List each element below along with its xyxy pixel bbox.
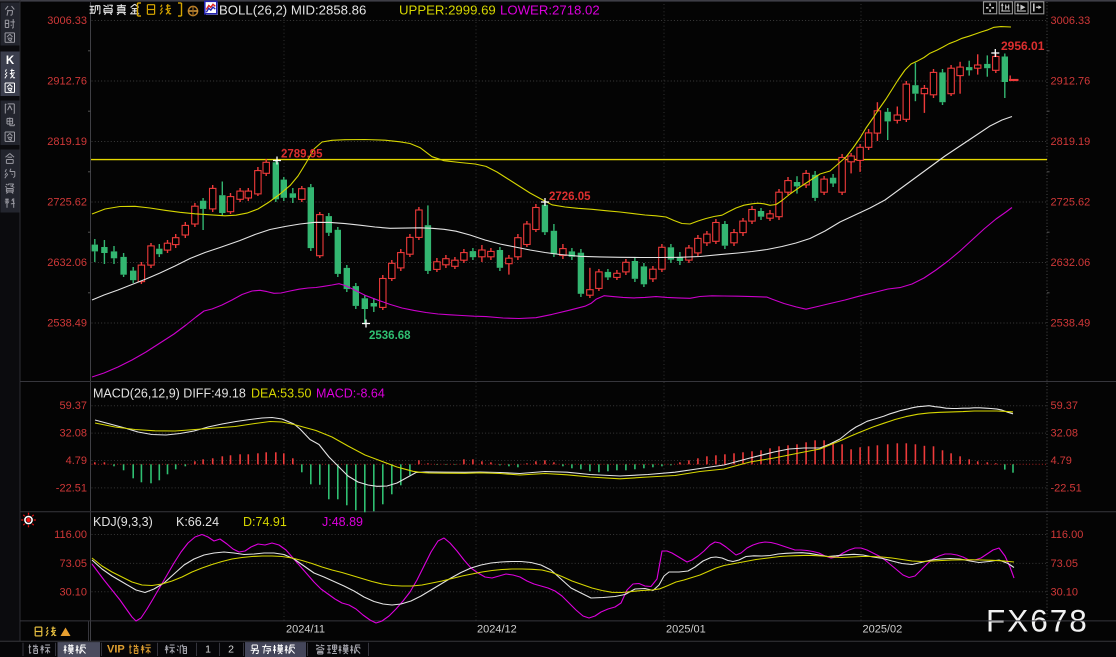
svg-text:2726.05: 2726.05	[549, 191, 591, 203]
svg-text:K: K	[6, 55, 15, 67]
svg-text:MACD:-8.64: MACD:-8.64	[316, 387, 385, 401]
svg-text:2956.01: 2956.01	[1001, 39, 1045, 53]
svg-text:KDJ(9,3,3): KDJ(9,3,3)	[93, 515, 153, 529]
svg-text:2536.68: 2536.68	[369, 330, 411, 342]
svg-text:2725.62: 2725.62	[47, 197, 87, 209]
svg-text:K:66.24: K:66.24	[176, 515, 219, 529]
svg-text:2538.49: 2538.49	[47, 318, 87, 330]
svg-text:73.05: 73.05	[59, 558, 87, 570]
svg-text:2: 2	[228, 644, 234, 656]
svg-text:2632.06: 2632.06	[1051, 257, 1091, 269]
svg-text:BOLL(26,2) MID:2858.86: BOLL(26,2) MID:2858.86	[219, 3, 366, 18]
svg-text:59.37: 59.37	[59, 400, 87, 412]
svg-text:3006.33: 3006.33	[1051, 15, 1091, 27]
svg-text:59.37: 59.37	[1051, 400, 1079, 412]
svg-text:J:48.89: J:48.89	[322, 515, 363, 529]
svg-text:116.00: 116.00	[54, 529, 87, 541]
svg-text:73.05: 73.05	[1051, 558, 1079, 570]
svg-text:-22.51: -22.51	[56, 482, 87, 494]
svg-text:D:74.91: D:74.91	[243, 515, 287, 529]
svg-text:3006.33: 3006.33	[47, 15, 87, 27]
svg-text:2024/12: 2024/12	[477, 624, 517, 636]
svg-text:1: 1	[205, 644, 211, 656]
svg-text:2538.49: 2538.49	[1051, 318, 1091, 330]
svg-text:32.08: 32.08	[59, 428, 87, 440]
svg-text:MACD(26,12,9) DIFF:49.18: MACD(26,12,9) DIFF:49.18	[93, 387, 246, 401]
svg-text:116.00: 116.00	[1051, 529, 1084, 541]
svg-text:VIP: VIP	[107, 644, 125, 656]
svg-text:2025/02: 2025/02	[863, 624, 903, 636]
svg-text:2789.95: 2789.95	[281, 149, 323, 161]
svg-text:30.10: 30.10	[59, 586, 87, 598]
svg-text:2025/01: 2025/01	[666, 624, 706, 636]
svg-text:LOWER:2718.02: LOWER:2718.02	[500, 3, 600, 18]
svg-text:32.08: 32.08	[1051, 428, 1079, 440]
svg-text:2024/11: 2024/11	[286, 624, 325, 636]
svg-text:4.79: 4.79	[66, 455, 87, 467]
svg-text:-22.51: -22.51	[1051, 482, 1082, 494]
svg-text:4.79: 4.79	[1051, 455, 1072, 467]
svg-text:DEA:53.50: DEA:53.50	[251, 387, 312, 401]
svg-text:30.10: 30.10	[1051, 586, 1079, 598]
svg-text:2912.76: 2912.76	[47, 76, 87, 88]
svg-text:2725.62: 2725.62	[1051, 197, 1091, 209]
svg-text:2632.06: 2632.06	[47, 257, 87, 269]
svg-text:2819.19: 2819.19	[1051, 136, 1091, 148]
svg-text:2819.19: 2819.19	[47, 136, 87, 148]
svg-text:UPPER:2999.69: UPPER:2999.69	[399, 3, 496, 18]
svg-text:2912.76: 2912.76	[1051, 76, 1091, 88]
